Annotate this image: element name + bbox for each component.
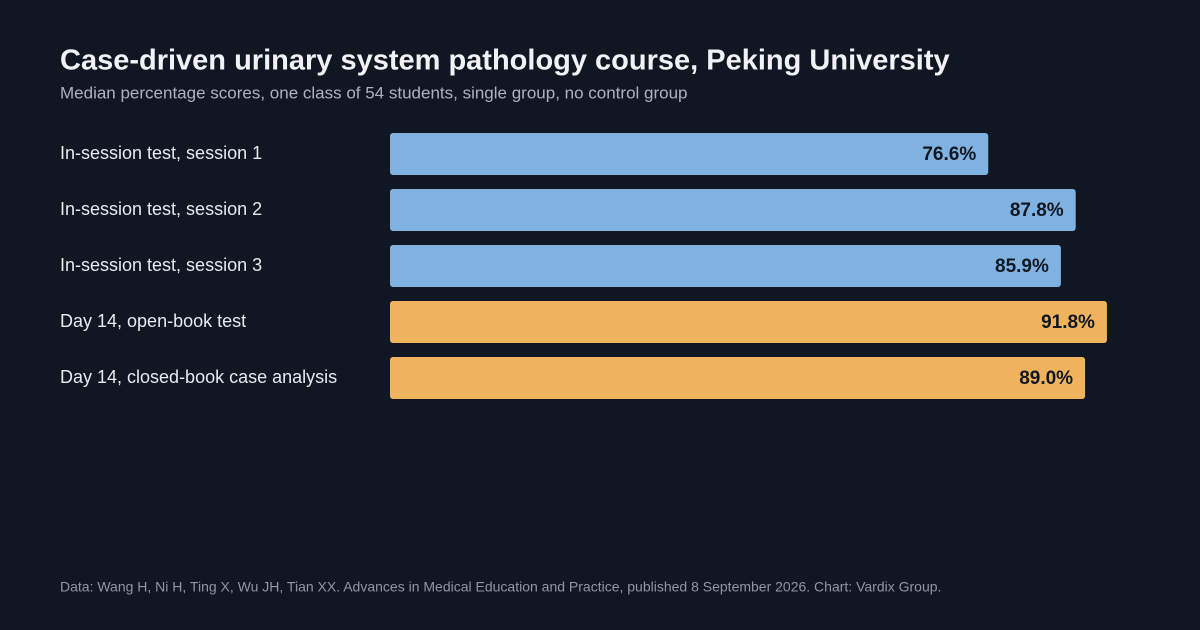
value-label: 91.8%	[1041, 312, 1095, 333]
value-label: 89.0%	[1019, 368, 1073, 389]
bar	[390, 301, 1107, 343]
value-label: 87.8%	[1010, 200, 1064, 221]
bar	[390, 245, 1061, 287]
category-label: Day 14, open-book test	[60, 311, 246, 331]
bar	[390, 357, 1086, 399]
bar	[390, 189, 1076, 231]
value-label: 76.6%	[922, 144, 976, 165]
category-label: In-session test, session 3	[60, 255, 262, 275]
chart-title: Case-driven urinary system pathology cou…	[60, 45, 950, 77]
category-label: Day 14, closed-book case analysis	[60, 367, 337, 387]
value-label: 85.9%	[995, 256, 1049, 277]
category-label: In-session test, session 1	[60, 143, 262, 163]
source-note: Data: Wang H, Ni H, Ting X, Wu JH, Tian …	[60, 579, 941, 595]
chart-subtitle: Median percentage scores, one class of 5…	[60, 83, 688, 102]
category-label: In-session test, session 2	[60, 199, 262, 219]
bar	[390, 133, 989, 175]
